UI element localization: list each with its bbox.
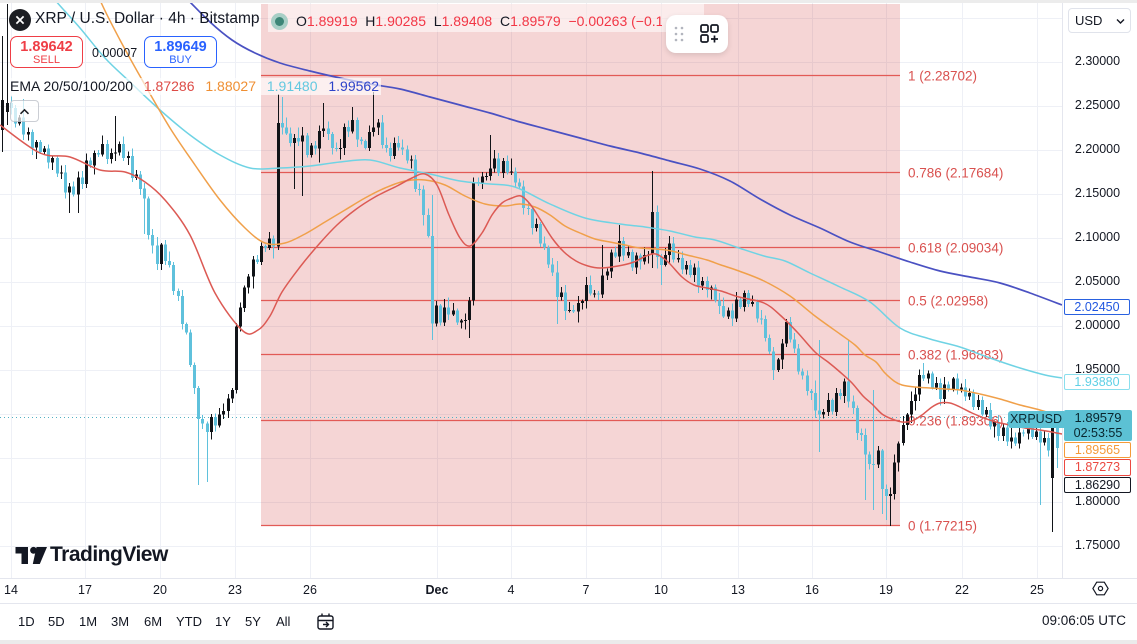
svg-text:0.236 (1.89306): 0.236 (1.89306): [908, 414, 1003, 429]
svg-text:0.5 (2.02958): 0.5 (2.02958): [908, 294, 988, 309]
svg-text:0.618 (2.09034): 0.618 (2.09034): [908, 241, 1003, 256]
svg-text:0.786 (2.17684): 0.786 (2.17684): [908, 166, 1003, 181]
svg-text:1 (2.28702): 1 (2.28702): [908, 69, 977, 84]
svg-text:0.382 (1.96883): 0.382 (1.96883): [908, 348, 1003, 363]
svg-text:0 (1.77215): 0 (1.77215): [908, 519, 977, 534]
